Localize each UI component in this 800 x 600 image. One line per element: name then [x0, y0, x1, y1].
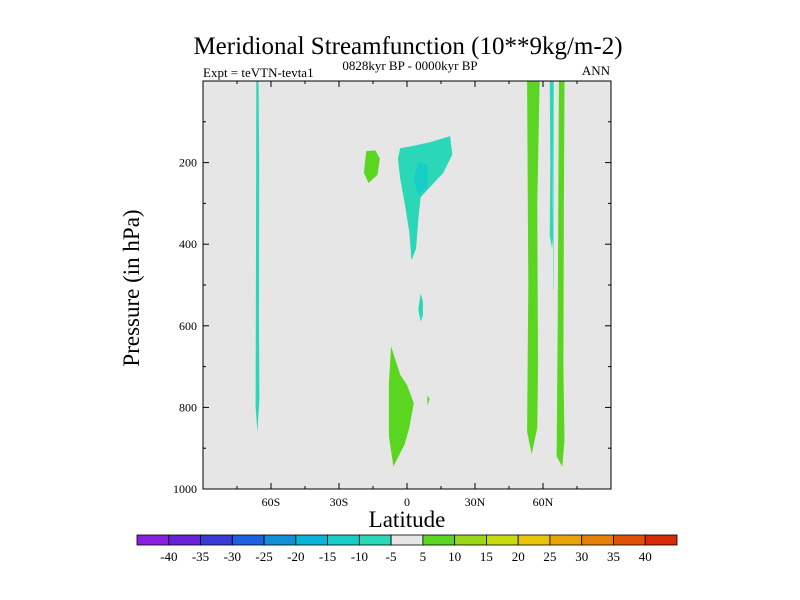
colorbar-label: -15 — [319, 549, 336, 564]
y-tick-label: 400 — [179, 237, 197, 251]
colorbar-swatch — [549, 534, 583, 546]
contour-region-tropical-lower-positive — [388, 346, 414, 467]
colorbar-label: 20 — [512, 549, 525, 564]
colorbar-swatch — [263, 534, 297, 546]
colorbar-label: 35 — [607, 549, 620, 564]
subtitle-left: Expt = teVTN-tevta1 — [203, 65, 314, 80]
x-tick-label: 0 — [404, 495, 410, 509]
y-axis-label: Pressure (in hPa) — [119, 209, 144, 366]
colorbar-label: -20 — [287, 549, 304, 564]
colorbar-swatch — [295, 534, 328, 546]
colorbar-swatch — [517, 534, 551, 546]
colorbar-swatch — [231, 534, 265, 546]
y-tick-label: 800 — [179, 400, 197, 414]
contour-region-nh-50n-positive — [527, 81, 540, 455]
x-axis-label: Latitude — [369, 507, 446, 532]
colorbar: -40 -35 -30 -25 -20 -15 -10 -5 5 10 15 20 25 30 35 40 — [136, 534, 678, 564]
colorbar-swatch — [422, 534, 456, 546]
contour-region-nh-60n-thin-line — [553, 81, 554, 290]
colorbar-label: 10 — [448, 549, 461, 564]
subtitle-right: ANN — [582, 63, 611, 78]
colorbar-swatch — [327, 534, 360, 546]
subtitle-center: 0828kyr BP - 0000kyr BP — [342, 58, 477, 73]
contour-region-nh-60n-negative — [549, 81, 554, 249]
colorbar-swatch — [613, 534, 646, 546]
colorbar-swatch — [200, 534, 233, 546]
colorbar-label: -35 — [192, 549, 209, 564]
x-tick-label: 60S — [262, 495, 281, 509]
colorbar-swatch — [581, 534, 614, 546]
colorbar-swatch — [486, 534, 519, 546]
contour-region-tropical-lower-speck — [427, 395, 430, 406]
contour-regions — [255, 81, 565, 467]
colorbar-swatch — [390, 534, 424, 546]
y-tick-label: 600 — [179, 319, 197, 333]
colorbar-label: 40 — [639, 549, 652, 564]
y-tick-label: 200 — [179, 156, 197, 170]
colorbar-swatch — [168, 534, 201, 546]
contour-region-nh-65n-positive — [556, 81, 565, 467]
contour-region-tropical-upper-core — [413, 162, 428, 196]
colorbar-swatch — [136, 534, 170, 546]
chart-title: Meridional Streamfunction (10**9kg/m-2) — [193, 33, 622, 60]
axis-ticks: 60S 30S 0 30N 60N 200 400 600 800 1000 — [173, 81, 611, 509]
colorbar-swatch — [454, 534, 487, 546]
x-tick-label: 30S — [330, 495, 349, 509]
colorbar-swatch — [644, 534, 678, 546]
contour-region-tropical-upper-negative — [397, 136, 453, 261]
colorbar-label: 15 — [480, 549, 493, 564]
x-tick-label: 60N — [533, 495, 554, 509]
colorbar-label: 25 — [543, 549, 556, 564]
colorbar-label: 5 — [420, 549, 427, 564]
contour-region-tropical-upper-positive — [363, 150, 380, 183]
contour-region-tropical-mid-negative — [418, 293, 423, 322]
colorbar-label: -10 — [351, 549, 368, 564]
colorbar-label: -30 — [224, 549, 241, 564]
colorbar-label: 30 — [575, 549, 588, 564]
y-tick-label: 1000 — [173, 482, 197, 496]
colorbar-swatch — [358, 534, 392, 546]
colorbar-label: -25 — [255, 549, 272, 564]
colorbar-label: -40 — [160, 549, 177, 564]
x-tick-label: 30N — [465, 495, 486, 509]
colorbar-label: -5 — [386, 549, 397, 564]
contour-region-sh-highlat-negative — [255, 81, 260, 432]
